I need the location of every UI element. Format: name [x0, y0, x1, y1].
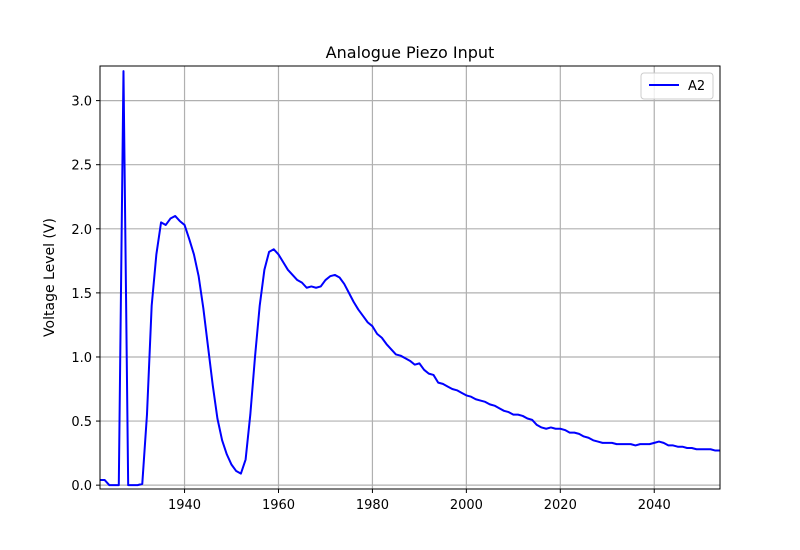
x-tick-label: 1940 [168, 498, 201, 513]
series-layer [100, 70, 720, 487]
x-tick-label: 2040 [638, 498, 671, 513]
y-axis-label: Voltage Level (V) [42, 218, 58, 337]
y-tick-label: 2.0 [71, 223, 92, 238]
chart-title: Analogue Piezo Input [326, 43, 495, 62]
legend-label: A2 [688, 79, 705, 94]
x-tick-label: 2020 [544, 498, 577, 513]
x-tick-label: 1960 [262, 498, 295, 513]
x-tick-label: 1980 [356, 498, 389, 513]
x-tick-label: 2000 [450, 498, 483, 513]
y-tick-label: 3.0 [71, 95, 92, 110]
y-tick-label: 0.0 [71, 479, 92, 494]
y-tick-label: 2.5 [71, 159, 92, 174]
y-tick-label: 1.0 [71, 351, 92, 366]
y-tick-label: 0.5 [71, 415, 92, 430]
legend: A2 [640, 72, 714, 100]
y-tick-label: 1.5 [71, 287, 92, 302]
grid [100, 66, 720, 489]
series-line-a2 [100, 70, 720, 487]
plot-frame [99, 65, 721, 490]
y-axis: 0.0 0.5 1.0 1.5 2.0 2.5 3.0 [71, 95, 100, 494]
x-axis: 1940 1960 1980 2000 2020 2040 [168, 489, 671, 513]
